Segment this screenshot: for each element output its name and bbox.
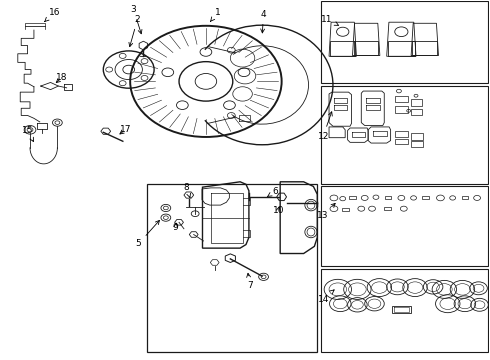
Text: 2: 2 [129,15,140,46]
Text: 13: 13 [318,203,335,220]
Text: 14: 14 [318,290,334,303]
Text: 15: 15 [22,126,33,141]
Text: 18: 18 [56,73,68,82]
Text: 11: 11 [321,15,339,26]
Text: 16: 16 [45,8,60,22]
Text: 8: 8 [183,183,191,198]
Text: 12: 12 [318,112,332,141]
Text: 7: 7 [246,273,253,290]
Text: 5: 5 [136,220,159,248]
Text: 10: 10 [272,206,284,215]
Text: 1: 1 [211,8,221,21]
Text: 3: 3 [131,5,142,34]
Text: 17: 17 [120,125,131,134]
Text: 4: 4 [261,10,267,33]
Text: 6: 6 [267,187,278,197]
Text: 9: 9 [173,223,178,232]
